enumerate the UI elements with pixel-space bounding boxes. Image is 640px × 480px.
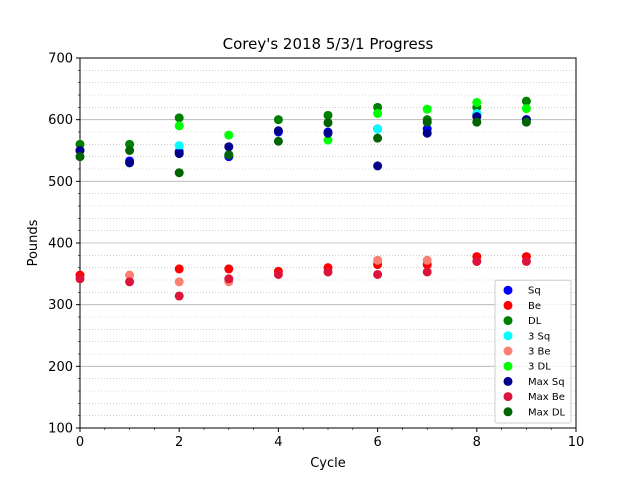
legend-label: 3 Sq: [528, 331, 550, 342]
legend-marker: [503, 392, 513, 402]
data-point: [174, 291, 184, 301]
data-point: [422, 128, 432, 138]
legend-marker: [503, 300, 513, 310]
y-tick-label: 400: [48, 237, 73, 252]
data-point: [373, 124, 383, 134]
data-point: [373, 102, 383, 112]
data-point: [323, 110, 333, 120]
data-point: [373, 255, 383, 265]
legend-label: Be: [528, 301, 541, 312]
legend-label: Max Be: [528, 392, 565, 403]
data-point: [373, 161, 383, 171]
legend-label: 3 DL: [528, 362, 551, 373]
y-tick-label: 300: [48, 298, 73, 313]
legend-marker: [503, 361, 513, 371]
data-point: [174, 277, 184, 287]
x-tick-label: 0: [76, 435, 84, 450]
legend-marker: [503, 346, 513, 356]
data-point: [224, 142, 234, 152]
legend-marker: [503, 316, 513, 326]
chart-title: Corey's 2018 5/3/1 Progress: [223, 35, 434, 53]
data-point: [472, 117, 482, 127]
legend-label: 3 Be: [528, 347, 551, 358]
data-point: [323, 267, 333, 277]
legend-marker: [503, 331, 513, 341]
data-point: [174, 121, 184, 131]
data-point: [273, 269, 283, 279]
legend-label: Max Sq: [528, 377, 565, 388]
data-point: [373, 109, 383, 118]
data-point: [323, 118, 333, 128]
data-point: [224, 274, 234, 284]
legend-box: [494, 279, 572, 424]
legend-label: Sq: [528, 286, 541, 297]
y-tick-label: 500: [48, 175, 73, 190]
data-point: [75, 146, 85, 155]
legend-marker: [503, 407, 513, 417]
data-point: [373, 269, 383, 279]
data-point: [273, 136, 283, 146]
y-tick-label: 200: [48, 360, 73, 375]
data-point: [75, 152, 85, 162]
x-tick-label: 4: [274, 435, 282, 450]
legend-marker: [503, 376, 513, 386]
y-axis-label: Pounds: [26, 219, 41, 266]
data-point: [174, 141, 184, 151]
data-point: [422, 104, 432, 114]
data-point: [125, 277, 135, 287]
data-point: [224, 130, 234, 140]
legend-label: DL: [528, 316, 542, 327]
legend-label: Max DL: [528, 407, 566, 418]
data-point: [125, 270, 135, 280]
data-point: [373, 133, 383, 143]
legend: Sq Be DL 3 Sq 3 Be 3 DL Max Sq Max Be Max DL: [494, 279, 572, 424]
data-point: [174, 264, 184, 274]
x-tick-label: 6: [373, 435, 381, 450]
x-tick-label: 10: [568, 435, 585, 450]
data-point: [521, 104, 531, 114]
data-point: [224, 264, 234, 274]
data-point: [75, 139, 85, 149]
data-point: [174, 149, 184, 159]
data-point: [521, 96, 531, 106]
y-tick-label: 600: [48, 113, 73, 128]
data-point: [422, 117, 432, 127]
data-point: [422, 267, 432, 277]
data-point: [75, 274, 85, 284]
axis-ticks: 100 200 300 400 500 600 700 0 2 4 6 8 10: [48, 52, 584, 451]
data-point: [323, 128, 333, 138]
data-point: [521, 117, 531, 127]
y-tick-label: 700: [48, 52, 73, 67]
data-point: [521, 257, 531, 266]
data-point: [174, 168, 184, 178]
data-point: [125, 158, 135, 168]
data-point: [273, 126, 283, 136]
data-point: [174, 113, 184, 123]
data-points: [75, 96, 531, 301]
data-point: [273, 115, 283, 125]
x-axis-label: Cycle: [310, 456, 346, 471]
x-tick-label: 2: [175, 435, 183, 450]
data-point: [422, 255, 432, 265]
data-point: [224, 150, 234, 160]
data-point: [472, 97, 482, 107]
y-tick-label: 100: [48, 422, 73, 437]
data-point: [125, 139, 135, 149]
data-point: [125, 146, 135, 155]
data-point: [323, 135, 333, 145]
legend-marker: [503, 285, 513, 295]
x-tick-label: 8: [473, 435, 481, 450]
data-point: [472, 257, 482, 266]
